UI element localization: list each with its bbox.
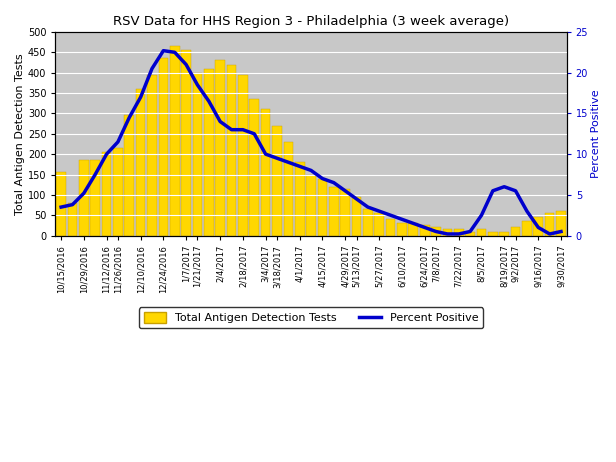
Bar bbox=[408, 224, 418, 236]
Bar bbox=[352, 197, 362, 236]
Bar bbox=[147, 75, 157, 236]
Bar bbox=[272, 126, 282, 236]
Bar bbox=[363, 209, 373, 236]
Bar bbox=[158, 58, 168, 236]
Bar bbox=[102, 152, 111, 236]
Bar bbox=[136, 89, 145, 236]
Bar bbox=[238, 75, 248, 236]
Bar bbox=[181, 50, 191, 236]
Bar bbox=[397, 224, 407, 236]
Bar bbox=[442, 230, 452, 236]
Bar bbox=[56, 172, 66, 236]
Bar bbox=[113, 148, 123, 236]
Bar bbox=[511, 227, 521, 236]
Legend: Total Antigen Detection Tests, Percent Positive: Total Antigen Detection Tests, Percent P… bbox=[139, 308, 483, 328]
Bar bbox=[216, 61, 225, 236]
Bar bbox=[420, 225, 429, 236]
Bar bbox=[488, 231, 498, 236]
Bar bbox=[477, 230, 486, 236]
Bar bbox=[556, 211, 566, 236]
Bar bbox=[329, 187, 339, 236]
Bar bbox=[522, 221, 532, 236]
Bar bbox=[500, 231, 509, 236]
Bar bbox=[68, 203, 77, 236]
Bar bbox=[533, 217, 543, 236]
Bar bbox=[431, 227, 441, 236]
Bar bbox=[375, 213, 384, 236]
Title: RSV Data for HHS Region 3 - Philadelphia (3 week average): RSV Data for HHS Region 3 - Philadelphia… bbox=[113, 15, 509, 28]
Bar bbox=[295, 162, 304, 236]
Bar bbox=[249, 99, 259, 236]
Bar bbox=[204, 68, 214, 236]
Bar bbox=[454, 230, 464, 236]
Bar bbox=[340, 189, 350, 236]
Bar bbox=[79, 160, 89, 236]
Bar bbox=[193, 73, 202, 236]
Bar bbox=[91, 160, 100, 236]
Bar bbox=[306, 175, 316, 236]
Bar bbox=[261, 109, 270, 236]
Y-axis label: Percent Positive: Percent Positive bbox=[591, 90, 601, 178]
Bar bbox=[545, 213, 554, 236]
Y-axis label: Total Antigen Detection Tests: Total Antigen Detection Tests bbox=[15, 53, 25, 214]
Bar bbox=[170, 46, 179, 236]
Bar bbox=[227, 65, 237, 236]
Bar bbox=[386, 219, 395, 236]
Bar bbox=[465, 231, 475, 236]
Bar bbox=[124, 116, 134, 236]
Bar bbox=[318, 179, 327, 236]
Bar bbox=[283, 142, 293, 236]
